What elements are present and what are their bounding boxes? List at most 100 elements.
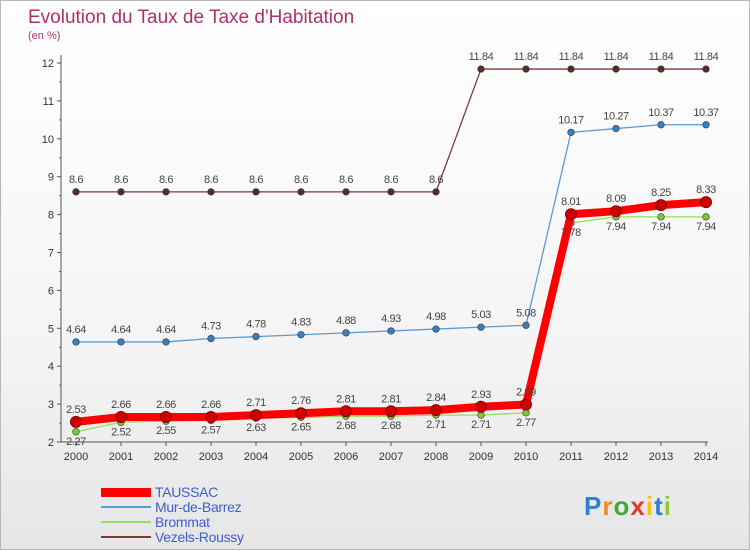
data-point-vezels-roussy (117, 188, 125, 196)
data-label: 2.99 (516, 386, 536, 398)
data-point-taussac (295, 407, 307, 420)
data-label: 11.84 (604, 51, 629, 63)
data-label: 2.81 (336, 393, 356, 405)
data-point-vezels-roussy (297, 188, 305, 196)
logo-letter: i (663, 491, 672, 521)
x-tick-label: 2007 (379, 451, 403, 463)
data-label: 2.55 (156, 425, 176, 437)
data-point-vezels-roussy (477, 65, 485, 73)
data-label: 2.76 (291, 395, 311, 407)
data-point-mur-de-barrez (702, 121, 710, 129)
logo-letter: P (584, 491, 603, 521)
x-tick-label: 2012 (604, 451, 628, 463)
data-label: 7.94 (606, 221, 626, 233)
y-tick-label: 4 (48, 361, 54, 373)
data-label: 2.77 (516, 417, 536, 429)
y-tick-label: 5 (48, 323, 54, 335)
data-label: 8.6 (114, 174, 128, 186)
data-label: 8.6 (384, 174, 398, 186)
data-point-mur-de-barrez (342, 329, 350, 337)
data-label: 2.65 (291, 421, 311, 433)
data-point-taussac (475, 400, 487, 413)
data-label: 11.84 (514, 51, 539, 63)
data-point-brommat (702, 213, 710, 221)
data-label: 8.6 (159, 174, 173, 186)
data-label: 2.71 (471, 419, 491, 431)
data-point-mur-de-barrez (72, 338, 80, 346)
data-label: 4.64 (111, 324, 131, 336)
data-point-mur-de-barrez (432, 325, 440, 333)
logo-letter: r (602, 491, 614, 521)
data-point-vezels-roussy (162, 188, 170, 196)
chart-subtitle: (en %) (28, 30, 61, 42)
y-tick-label: 2 (48, 437, 54, 449)
data-label: 2.66 (111, 399, 131, 411)
y-tick-label: 7 (48, 248, 54, 260)
data-point-taussac (700, 196, 712, 209)
x-tick-label: 2004 (244, 451, 268, 463)
legend-label: Mur-de-Barrez (155, 499, 242, 515)
data-label: 5.03 (471, 309, 491, 321)
data-label: 8.01 (561, 196, 581, 208)
data-point-mur-de-barrez (657, 121, 665, 129)
data-point-taussac (655, 199, 667, 212)
data-point-taussac (520, 398, 532, 411)
data-label: 10.17 (558, 114, 584, 126)
data-label: 2.71 (246, 397, 266, 409)
y-tick-label: 9 (48, 172, 54, 184)
data-label: 2.68 (381, 420, 401, 432)
data-point-mur-de-barrez (207, 334, 215, 343)
data-point-taussac (250, 409, 262, 422)
data-label: 7.94 (696, 221, 716, 233)
data-label: 4.73 (201, 321, 221, 333)
data-point-vezels-roussy (567, 65, 575, 73)
data-label: 8.6 (249, 174, 263, 186)
data-label: 11.84 (649, 51, 674, 63)
data-point-brommat (72, 428, 80, 436)
x-tick-label: 2014 (694, 451, 718, 463)
data-label: 10.27 (603, 111, 629, 123)
data-label: 2.57 (201, 424, 221, 436)
y-tick-label: 11 (43, 96, 54, 108)
data-point-brommat (522, 409, 530, 417)
x-tick-label: 2010 (514, 451, 538, 463)
data-label: 4.64 (156, 324, 176, 336)
data-label: 2.84 (426, 392, 446, 404)
data-point-mur-de-barrez (522, 321, 530, 329)
data-point-vezels-roussy (72, 188, 80, 196)
x-tick-label: 2006 (334, 451, 358, 463)
legend-swatch (101, 506, 151, 508)
data-label: 4.78 (246, 319, 266, 331)
data-label: 4.98 (426, 311, 446, 323)
data-label: 10.37 (693, 107, 719, 119)
data-point-taussac (430, 404, 442, 417)
data-label: 2.66 (156, 399, 176, 411)
x-tick-label: 2002 (154, 451, 178, 463)
data-point-vezels-roussy (612, 65, 620, 73)
data-label: 8.25 (651, 187, 671, 199)
data-label: 4.83 (291, 317, 311, 329)
legend-swatch (101, 521, 151, 523)
y-tick-label: 10 (42, 134, 54, 146)
x-tick-label: 2008 (424, 451, 448, 463)
x-tick-label: 2000 (64, 451, 88, 463)
x-tick-label: 2001 (109, 451, 133, 463)
data-point-taussac (610, 205, 622, 218)
proxiti-logo: Proxiti (584, 491, 672, 522)
data-point-vezels-roussy (387, 188, 395, 196)
data-point-mur-de-barrez (162, 338, 170, 346)
chart-title: Evolution du Taux de Taxe d'Habitation (28, 7, 355, 28)
data-point-taussac (160, 410, 172, 423)
data-label: 8.6 (69, 174, 83, 186)
data-label: 8.09 (606, 193, 626, 205)
data-label: 11.84 (694, 51, 719, 63)
data-point-brommat (477, 411, 485, 419)
legend-swatch (101, 536, 151, 538)
x-tick-label: 2013 (649, 451, 673, 463)
data-label: 2.81 (381, 393, 401, 405)
data-point-mur-de-barrez (477, 323, 485, 331)
data-point-vezels-roussy (342, 188, 350, 196)
logo-letter: i (645, 491, 655, 521)
data-label: 8.6 (429, 174, 443, 186)
